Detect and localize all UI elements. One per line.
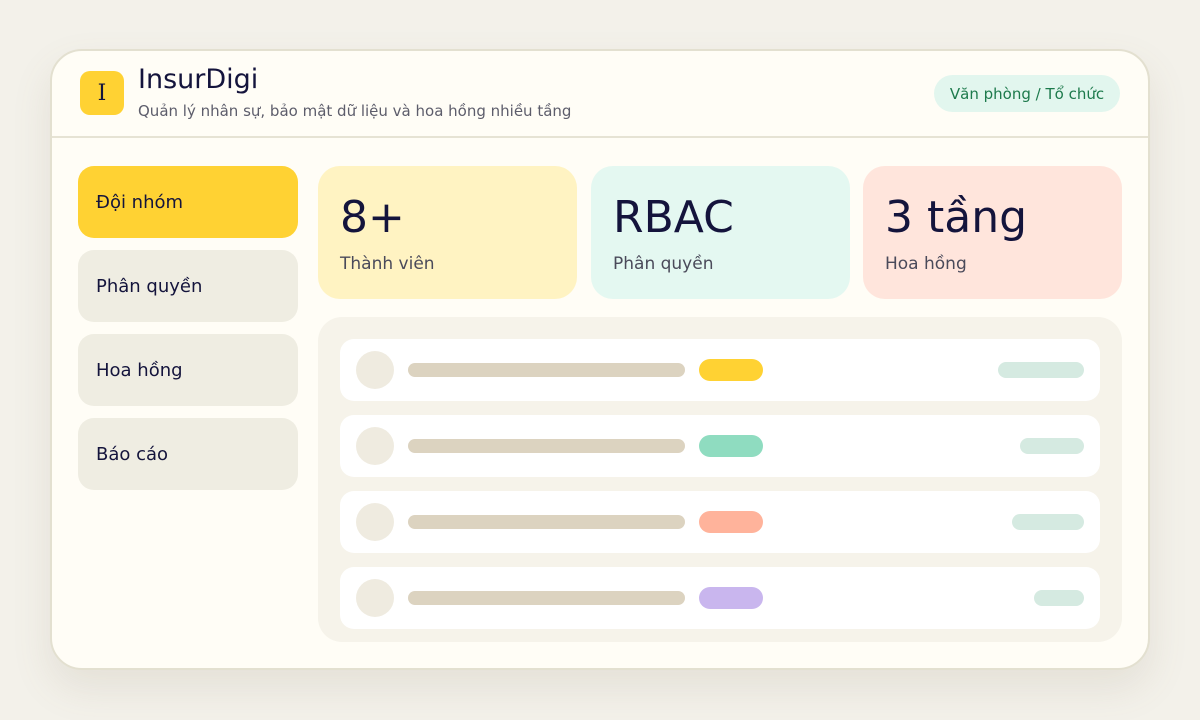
meta-placeholder [1034,590,1084,606]
stat-card: 3 tầng Hoa hồng [863,166,1122,299]
stat-value: RBAC [613,192,734,243]
text-placeholder [408,591,685,605]
list-row[interactable] [340,339,1100,401]
nav-item[interactable]: Đội nhóm [78,166,298,238]
list-row[interactable] [340,491,1100,553]
text-placeholder [408,363,685,377]
tag-placeholder [699,511,763,533]
app-title: InsurDigi [138,64,259,95]
meta-placeholder [1020,438,1084,454]
stat-value: 3 tầng [885,192,1028,243]
stat-label: Thành viên [340,254,435,274]
header: I InsurDigi Quản lý nhân sự, bảo mật dữ … [52,51,1148,138]
stat-label: Phân quyền [613,254,714,274]
nav-item[interactable]: Báo cáo [78,418,298,490]
stat-card: 8+ Thành viên [318,166,577,299]
nav-item[interactable]: Phân quyền [78,250,298,322]
avatar-placeholder [356,351,394,389]
list-row[interactable] [340,415,1100,477]
list-panel [318,317,1122,642]
meta-placeholder [998,362,1084,378]
nav-item[interactable]: Hoa hồng [78,334,298,406]
list-row[interactable] [340,567,1100,629]
text-placeholder [408,439,685,453]
app-window: I InsurDigi Quản lý nhân sự, bảo mật dữ … [50,49,1150,670]
avatar-placeholder [356,579,394,617]
logo: I [80,71,124,115]
avatar-placeholder [356,427,394,465]
meta-placeholder [1012,514,1084,530]
tag-placeholder [699,435,763,457]
app-subtitle: Quản lý nhân sự, bảo mật dữ liệu và hoa … [138,102,572,120]
text-placeholder [408,515,685,529]
avatar-placeholder [356,503,394,541]
stat-value: 8+ [340,192,405,243]
org-badge[interactable]: Văn phòng / Tổ chức [934,75,1120,112]
stat-card: RBAC Phân quyền [591,166,850,299]
tag-placeholder [699,359,763,381]
tag-placeholder [699,587,763,609]
stat-label: Hoa hồng [885,254,967,274]
